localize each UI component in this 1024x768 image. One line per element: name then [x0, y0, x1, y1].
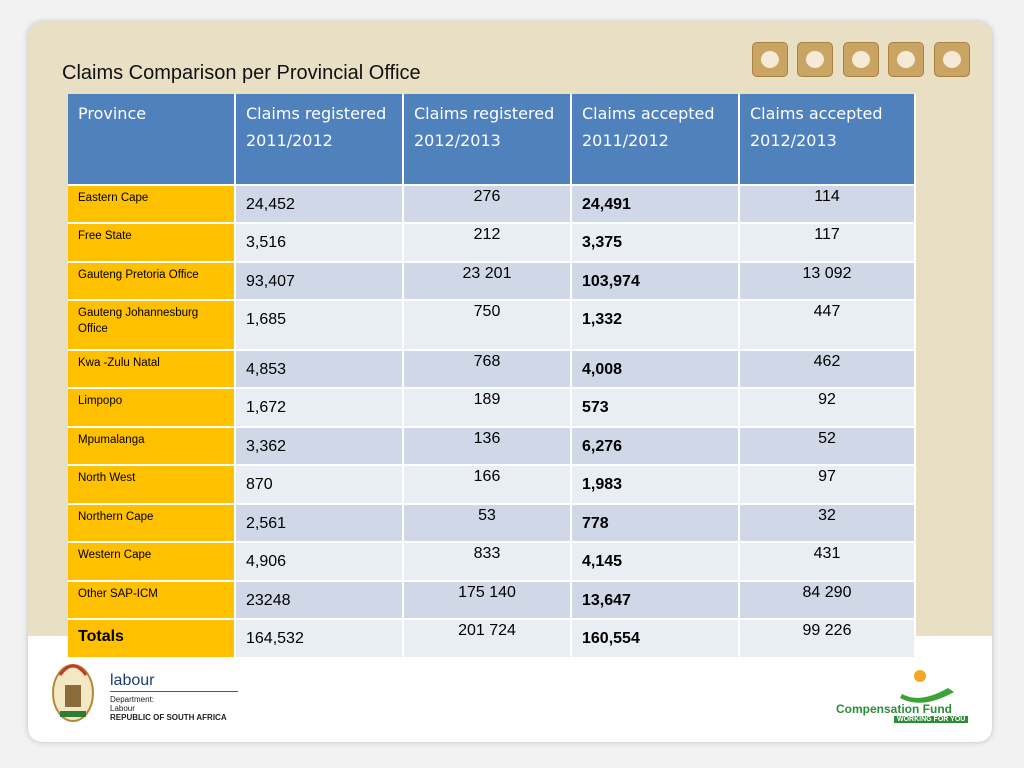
table-cell: 1,685 [236, 301, 404, 351]
table-cell: 103,974 [572, 263, 740, 301]
header-cell: Claims accepted 2011/2012 [572, 94, 740, 186]
logo-text: WORKING FOR YOU [894, 716, 969, 723]
table-cell: 24,452 [236, 186, 404, 224]
icon [797, 42, 833, 77]
table-cell: 431 [740, 543, 916, 582]
table-cell: 276 [404, 186, 572, 224]
logo-text: labour [110, 672, 155, 689]
table-cell: 160,554 [572, 620, 740, 659]
table-cell: 23248 [236, 582, 404, 620]
logo-text: Compensation Fund [836, 702, 952, 716]
coat-of-arms [52, 664, 94, 722]
table-cell: 201 724 [404, 620, 572, 659]
title: Claims Comparison per Provincial Office [62, 62, 421, 84]
header-cell: Province [68, 94, 236, 186]
table-cell: 870 [236, 466, 404, 505]
table-cell: 114 [740, 186, 916, 224]
fund-logo [900, 670, 954, 703]
icon [843, 42, 879, 77]
logo-text: Labour [110, 704, 135, 713]
table-cell: Northern Cape [68, 505, 236, 543]
table-cell: Western Cape [68, 543, 236, 582]
header-cell: Claims registered 2012/2013 [404, 94, 572, 186]
table-cell: Gauteng Pretoria Office [68, 263, 236, 301]
icon [888, 42, 924, 77]
table-cell: 1,983 [572, 466, 740, 505]
table-cell: 4,853 [236, 351, 404, 389]
header-cell: Claims accepted 2012/2013 [740, 94, 916, 186]
table-cell: Eastern Cape [68, 186, 236, 224]
table-cell: 768 [404, 351, 572, 389]
table-cell: 93,407 [236, 263, 404, 301]
table-cell: 447 [740, 301, 916, 351]
table-cell: 778 [572, 505, 740, 543]
table-cell: 175 140 [404, 582, 572, 620]
table-cell: 13,647 [572, 582, 740, 620]
table-cell: 462 [740, 351, 916, 389]
table-cell: 32 [740, 505, 916, 543]
table-cell: 212 [404, 224, 572, 263]
table-cell: 164,532 [236, 620, 404, 659]
table-cell: Other SAP-ICM [68, 582, 236, 620]
icon [934, 42, 970, 77]
table-cell: 833 [404, 543, 572, 582]
table-cell: Mpumalanga [68, 428, 236, 466]
table-cell: 117 [740, 224, 916, 263]
table-cell: Gauteng Johannesburg Office [68, 301, 236, 351]
table-cell: 53 [404, 505, 572, 543]
icon [752, 42, 788, 77]
table-cell: 1,672 [236, 389, 404, 428]
header-cell: Claims registered 2011/2012 [236, 94, 404, 186]
table-cell: 97 [740, 466, 916, 505]
table-cell: 166 [404, 466, 572, 505]
table-cell: North West [68, 466, 236, 505]
table-cell: 3,375 [572, 224, 740, 263]
table-cell: Kwa -Zulu Natal [68, 351, 236, 389]
table-cell: 4,145 [572, 543, 740, 582]
table-cell: 4,008 [572, 351, 740, 389]
table-cell: 92 [740, 389, 916, 428]
table-cell: Totals [68, 620, 236, 659]
table-cell: 1,332 [572, 301, 740, 351]
table-cell: 13 092 [740, 263, 916, 301]
logo-text: REPUBLIC OF SOUTH AFRICA [110, 713, 227, 722]
table-cell: 99 226 [740, 620, 916, 659]
table-cell: 6,276 [572, 428, 740, 466]
table-cell: 84 290 [740, 582, 916, 620]
table-cell: 24,491 [572, 186, 740, 224]
table-cell: Free State [68, 224, 236, 263]
table-cell: 52 [740, 428, 916, 466]
table-cell: 4,906 [236, 543, 404, 582]
table-cell: 3,362 [236, 428, 404, 466]
table-cell: Limpopo [68, 389, 236, 428]
table-cell: 189 [404, 389, 572, 428]
table-cell: 2,561 [236, 505, 404, 543]
divider [110, 691, 238, 692]
table-cell: 136 [404, 428, 572, 466]
table-cell: 3,516 [236, 224, 404, 263]
table-cell: 23 201 [404, 263, 572, 301]
table-cell: 750 [404, 301, 572, 351]
table-cell: 573 [572, 389, 740, 428]
logo-text: Department: [110, 695, 155, 704]
